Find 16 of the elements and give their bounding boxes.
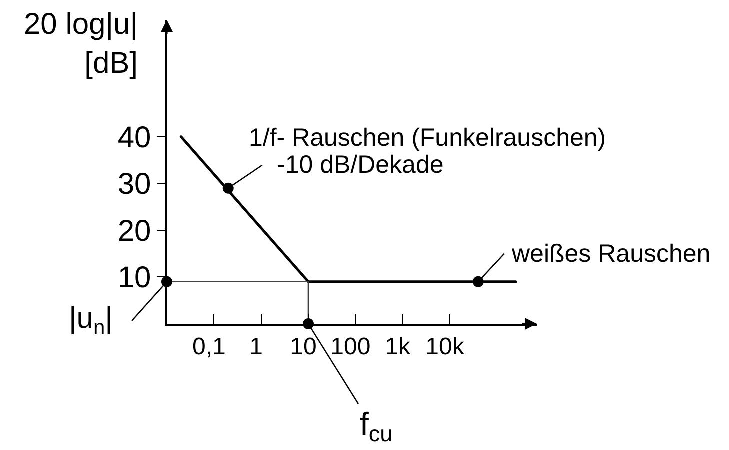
y-axis-title: 20 log|u| [dB] bbox=[24, 8, 138, 80]
x-tick-label: 10k bbox=[426, 334, 466, 361]
y-tick-label: 30 bbox=[118, 168, 152, 202]
annotation: -10 dB/Dekade bbox=[277, 151, 444, 179]
x-tick-label: 0,1 bbox=[192, 334, 226, 361]
x-tick-label: 1 bbox=[250, 334, 264, 361]
y-tick-label: 10 bbox=[118, 262, 152, 295]
x-tick-label: 10 bbox=[290, 334, 317, 361]
y-tick-label: 40 bbox=[118, 121, 152, 154]
annotation: 1/f- Rauschen (Funkelrauschen) bbox=[249, 124, 606, 152]
x-tick-label: 1k bbox=[385, 334, 412, 361]
y-tick-label: 20 bbox=[118, 214, 152, 248]
annotation: |u$_{n}$| bbox=[69, 302, 113, 340]
annotation: f$_{cu}$ bbox=[360, 406, 393, 447]
annotation: weißes Rauschen bbox=[511, 240, 711, 268]
x-tick-label: 100 bbox=[330, 334, 371, 361]
